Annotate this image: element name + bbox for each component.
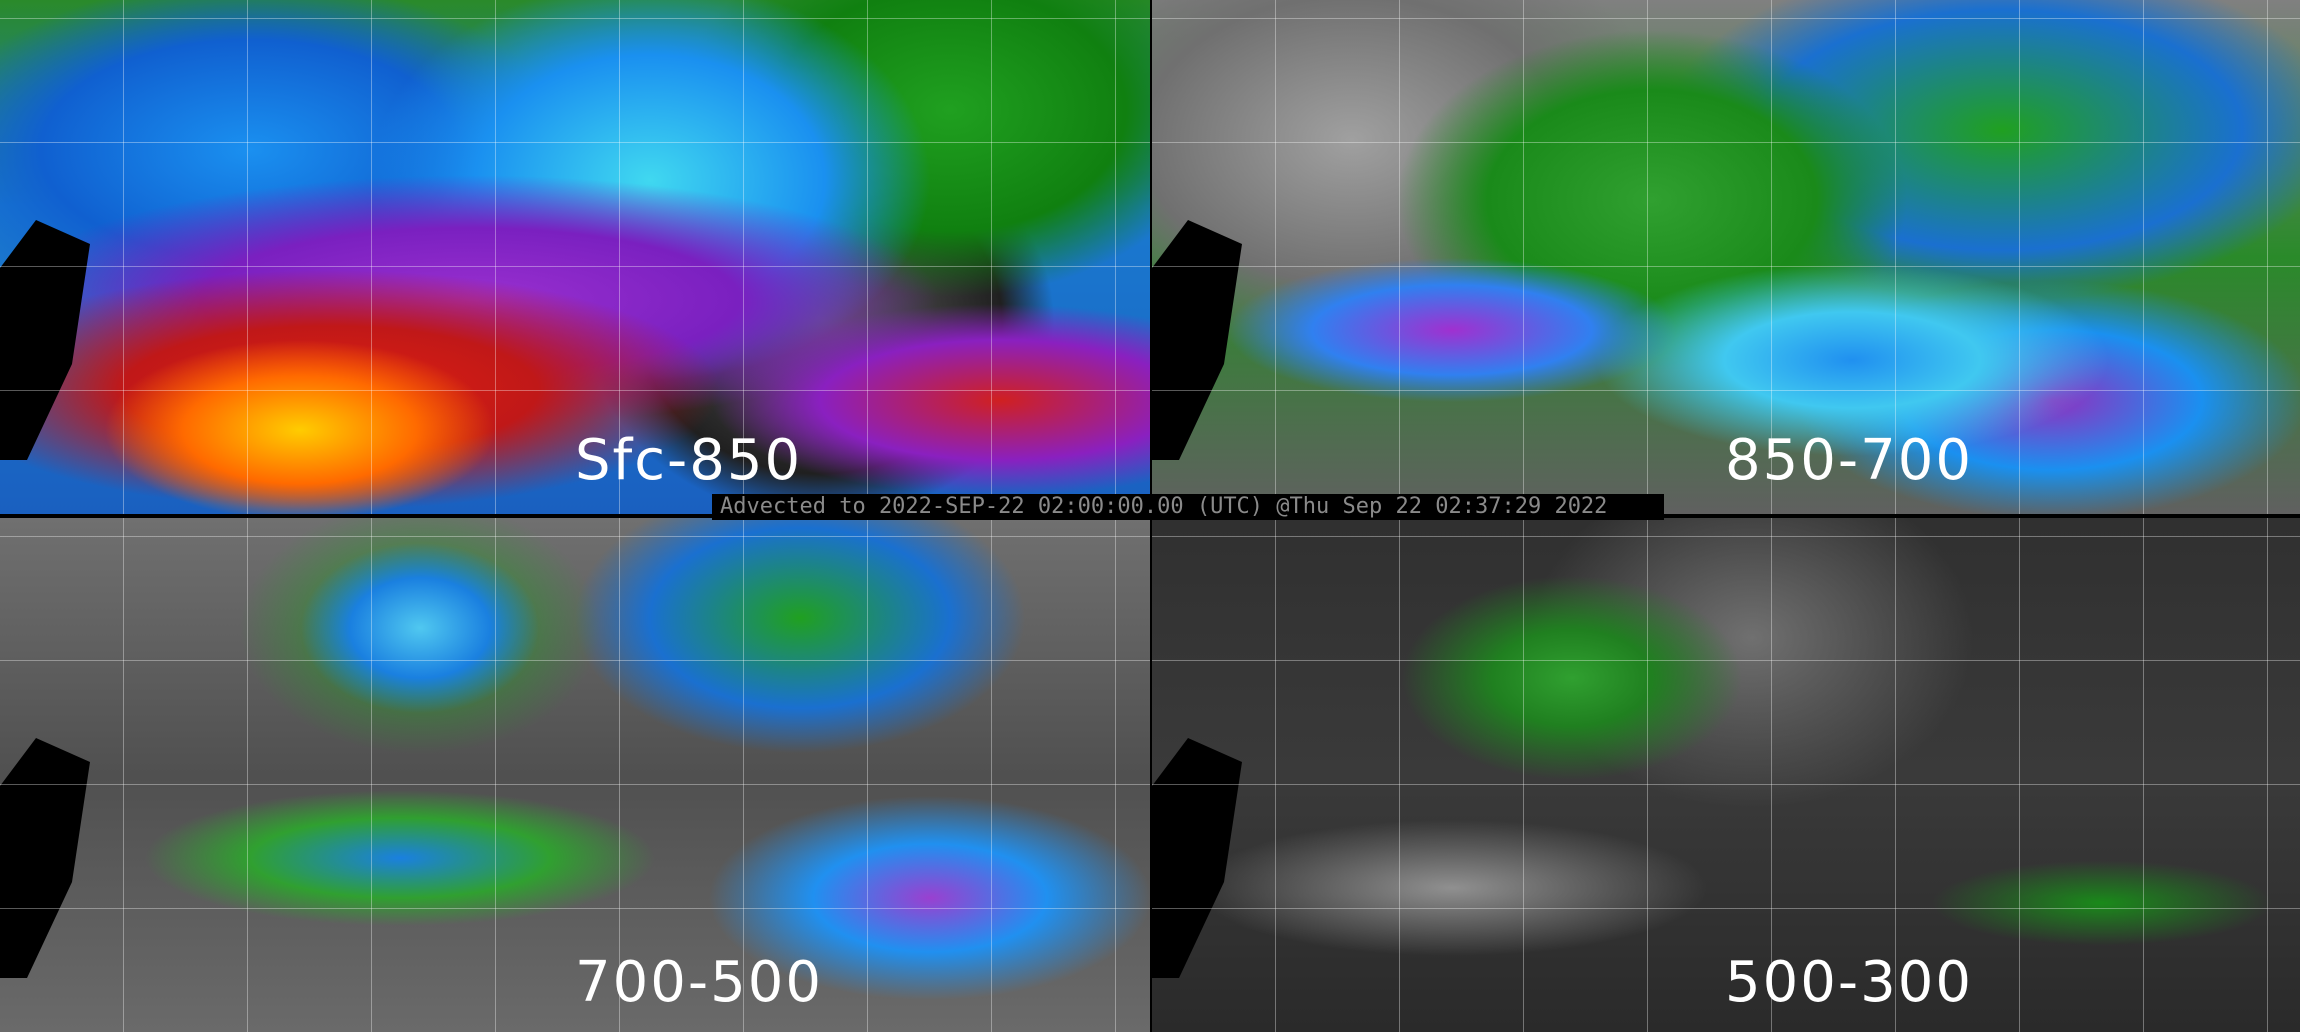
panel-label: 500-300 — [1725, 950, 1973, 1015]
panel-label: Sfc-850 — [575, 428, 803, 493]
panel-label: 850-700 — [1725, 428, 1973, 493]
lat-lon-grid — [0, 0, 1150, 514]
lat-lon-grid — [0, 518, 1150, 1032]
panel-700-500: 700-500 — [0, 518, 1150, 1032]
lat-lon-grid — [1152, 0, 2300, 514]
lat-lon-grid — [1152, 518, 2300, 1032]
timestamp-banner: Advected to 2022-SEP-22 02:00:00.00 (UTC… — [712, 494, 1664, 520]
panel-500-300: 500-300 — [1152, 518, 2300, 1032]
panel-850-700: 850-700 — [1152, 0, 2300, 514]
panel-label: 700-500 — [575, 950, 823, 1015]
panel-sfc-850: Sfc-850 — [0, 0, 1150, 514]
